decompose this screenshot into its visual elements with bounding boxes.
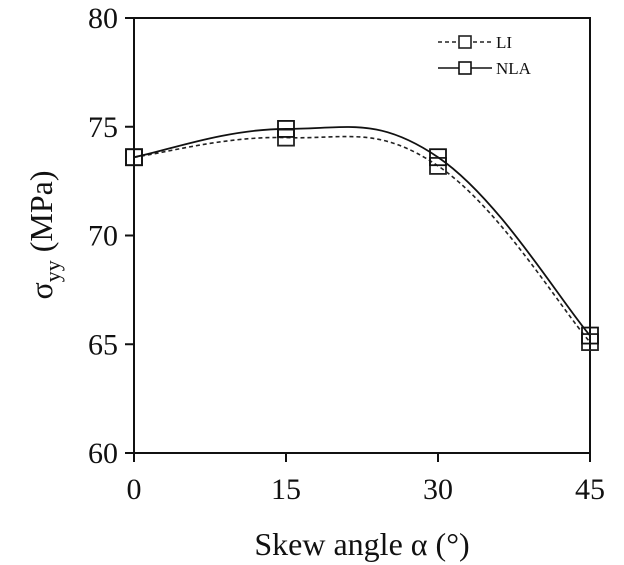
legend-label: LI [496, 33, 512, 52]
series-nla [125, 120, 599, 345]
series-li [125, 128, 599, 351]
y-tick-label: 60 [88, 437, 118, 470]
x-tick-label: 15 [271, 473, 301, 506]
y-tick-label: 75 [88, 111, 118, 144]
x-axis-title: Skew angle α (°) [254, 526, 469, 562]
legend-label: NLA [496, 59, 532, 78]
y-axis-unit: (MPa) [23, 170, 59, 260]
legend: LI NLA [438, 33, 532, 78]
legend-marker [458, 61, 472, 75]
y-tick-label: 65 [88, 328, 118, 361]
plot-frame [133, 17, 591, 454]
y-axis-symbol: σ [23, 282, 59, 299]
y-axis-subscript: yy [40, 260, 65, 282]
axis-labels: Skew angle α (°) σyy (MPa) [23, 170, 470, 562]
axes [133, 17, 591, 454]
ticks: 60 65 70 75 80 0 15 30 45 [88, 2, 605, 506]
legend-item-li: LI [438, 33, 512, 52]
y-tick-label: 80 [88, 2, 118, 35]
legend-item-nla: NLA [438, 59, 532, 78]
data-point-marker [125, 148, 143, 167]
legend-marker [458, 35, 472, 49]
series-line [133, 126, 591, 337]
data-point-marker [581, 326, 599, 345]
y-tick-label: 70 [88, 220, 118, 253]
y-axis-title: σyy (MPa) [23, 170, 65, 299]
series-line [133, 135, 591, 343]
data-point-marker [429, 148, 447, 167]
x-tick-label: 45 [575, 473, 605, 506]
series-layer [125, 120, 599, 351]
data-point-marker [277, 120, 295, 138]
x-tick-label: 30 [423, 473, 453, 506]
x-tick-label: 0 [127, 473, 142, 506]
